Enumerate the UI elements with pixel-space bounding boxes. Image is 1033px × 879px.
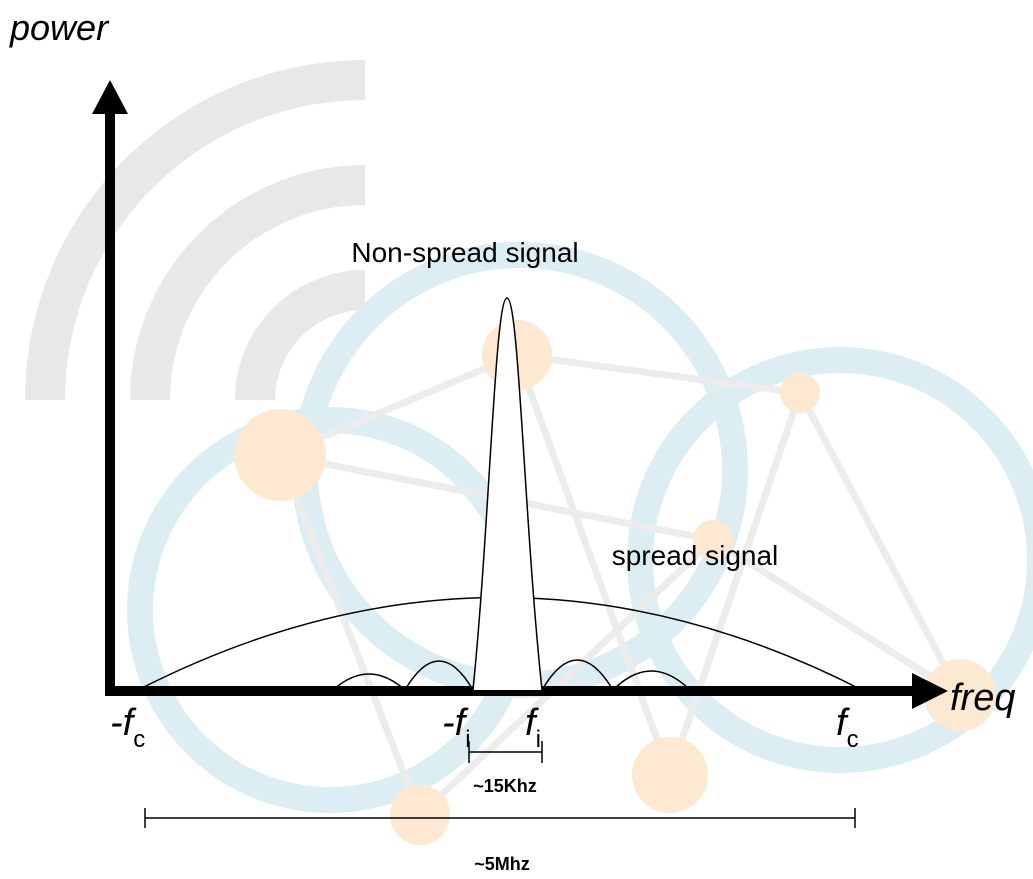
y-axis-label: power [9, 7, 110, 48]
diagram: power freq Non-spread signal spread sign… [0, 0, 1033, 879]
marker: -fc [110, 702, 145, 753]
link [800, 393, 960, 695]
marker: fi [525, 702, 541, 753]
node [780, 373, 820, 413]
x-axis-label: freq [950, 677, 1015, 719]
node [632, 737, 708, 813]
marker-sub: c [133, 726, 145, 753]
node [234, 409, 326, 501]
node [390, 785, 450, 845]
marker-sub: i [465, 726, 470, 753]
span-label: ~15Khz [473, 776, 537, 796]
span-label: ~5Mhz [474, 854, 530, 874]
watermark-arcs [45, 80, 365, 400]
marker-sub: c [847, 726, 859, 753]
marker-sub: i [536, 726, 541, 753]
curve-label: Non-spread signal [351, 237, 578, 268]
marker: fc [836, 702, 859, 753]
curve-label: spread signal [612, 540, 779, 571]
y-arrow [92, 80, 128, 114]
